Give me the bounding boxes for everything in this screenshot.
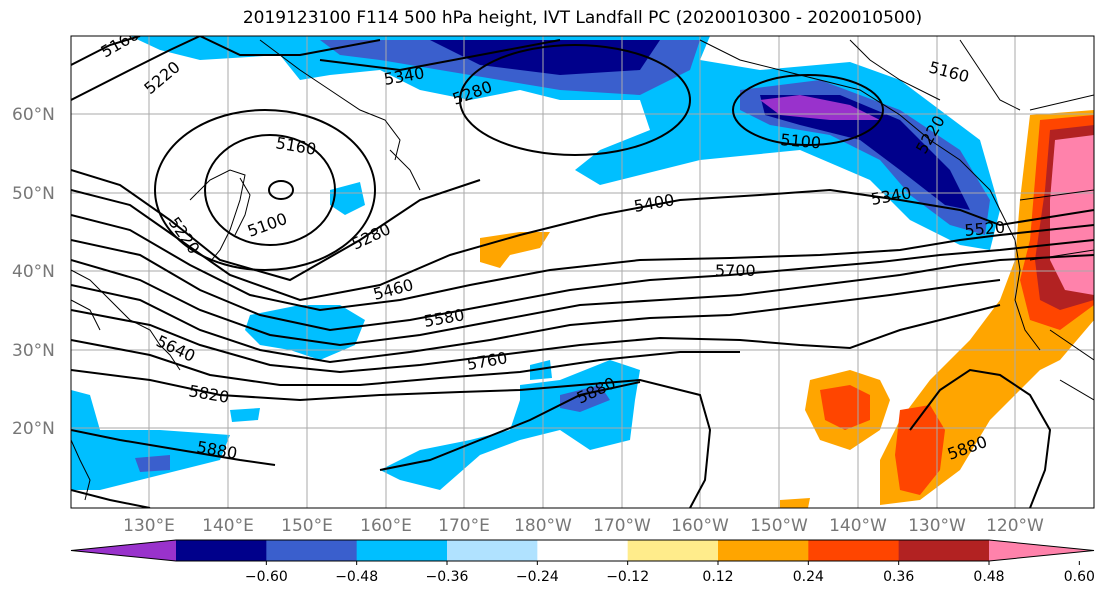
colorbar-tick-label: −0.24 <box>516 569 559 585</box>
ivt-shading: 5160 5220 5340 5280 5160 5100 5220 5160 … <box>71 36 1094 508</box>
lon-label: 170°E <box>438 516 490 536</box>
lat-label: 50°N <box>12 184 55 204</box>
colorbar-tick-label: 0.48 <box>973 569 1004 585</box>
contour-label: 5700 <box>715 261 756 280</box>
coastlines <box>71 39 1094 501</box>
ivt-negative-region-sw <box>71 390 230 490</box>
ivt-positive-region-small <box>780 498 810 508</box>
colorbar-extend-max <box>989 540 1094 561</box>
colorbar-tick-label: 0.12 <box>702 569 733 585</box>
colorbar-extend-min <box>71 540 176 561</box>
colorbar-segment <box>898 540 990 561</box>
lon-label: 140°E <box>202 516 254 536</box>
ivt-negative-region-sw-core <box>135 455 170 472</box>
colorbar-tick-label: −0.36 <box>426 569 469 585</box>
longitude-labels: 130°E 140°E 150°E 160°E 170°E 180°W 170°… <box>123 516 1044 536</box>
colorbar-tick-label: 0.36 <box>883 569 914 585</box>
lat-label: 60°N <box>12 105 55 125</box>
ivt-negative-region-north-core2 <box>430 40 660 75</box>
colorbar-segment <box>718 540 809 561</box>
ivt-negative-region-small2 <box>530 360 552 380</box>
lon-label: 130°W <box>908 516 966 536</box>
ivt-negative-region-japan <box>330 182 365 215</box>
map-title: 2019123100 F114 500 hPa height, IVT Land… <box>242 8 923 28</box>
lat-label: 40°N <box>12 262 55 282</box>
colorbar-tick-label: 0.24 <box>793 569 824 585</box>
lon-label: 170°W <box>593 516 651 536</box>
latitude-labels: 60°N 50°N 40°N 30°N 20°N <box>12 105 55 439</box>
lon-label: 120°W <box>986 516 1044 536</box>
lat-label: 20°N <box>12 419 55 439</box>
colorbar-tick-label: −0.48 <box>335 569 378 585</box>
colorbar-segment <box>447 540 538 561</box>
lon-label: 160°E <box>360 516 412 536</box>
colorbar-segment <box>808 540 900 561</box>
colorbar: −0.60 −0.48 −0.36 −0.24 −0.12 0.12 0.24 0.36 0.4… <box>70 539 1095 585</box>
colorbar-tick-label: −0.60 <box>245 569 288 585</box>
lon-label: 140°W <box>829 516 887 536</box>
lon-label: 150°W <box>750 516 808 536</box>
lon-label: 150°E <box>281 516 333 536</box>
height-contours <box>71 36 1094 508</box>
colorbar-segment <box>627 540 719 561</box>
ivt-negative-region-small <box>230 408 260 422</box>
colorbar-tick-label: −0.12 <box>606 569 649 585</box>
contour-label: 5100 <box>780 130 822 152</box>
lon-label: 160°W <box>671 516 729 536</box>
ivt-negative-region-ne-core <box>760 95 970 210</box>
colorbar-segment <box>356 540 448 561</box>
lon-label: 180°W <box>514 516 572 536</box>
colorbar-tick-label: 0.60 <box>1064 569 1095 585</box>
lon-label: 130°E <box>123 516 175 536</box>
colorbar-segment <box>537 540 629 561</box>
colorbar-segment <box>266 540 358 561</box>
contour-label: 5520 <box>964 218 1006 240</box>
colorbar-outline <box>70 539 1095 562</box>
colorbar-segment <box>176 540 267 561</box>
lat-label: 30°N <box>12 341 55 361</box>
map-frame <box>70 35 1095 509</box>
